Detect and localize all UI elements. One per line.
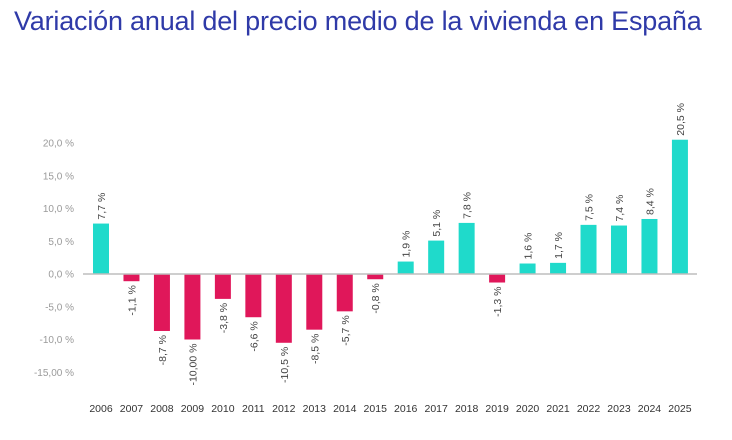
x-tick-label: 2017 bbox=[424, 403, 448, 415]
bar-2017 bbox=[428, 240, 445, 274]
data-label: -1,3 % bbox=[492, 287, 504, 317]
bar-2022 bbox=[580, 224, 597, 274]
x-tick-label: 2013 bbox=[303, 403, 327, 415]
bar-2025 bbox=[671, 139, 688, 274]
bar-2024 bbox=[641, 218, 658, 274]
y-tick-label: 0,0 % bbox=[48, 270, 74, 281]
y-tick-label: 20,0 % bbox=[43, 139, 74, 150]
x-tick-label: 2019 bbox=[485, 403, 509, 415]
data-label: 1,7 % bbox=[553, 232, 565, 259]
x-tick-label: 2008 bbox=[150, 403, 174, 415]
data-label: 7,5 % bbox=[584, 194, 596, 221]
data-label: -3,8 % bbox=[218, 303, 230, 333]
data-label: -8,5 % bbox=[309, 334, 321, 364]
data-label: 7,8 % bbox=[462, 192, 474, 219]
data-label: 5,1 % bbox=[431, 210, 443, 237]
data-label: -6,6 % bbox=[248, 321, 260, 351]
data-label: -8,7 % bbox=[157, 335, 169, 365]
x-tick-label: 2023 bbox=[607, 403, 631, 415]
bar-2009 bbox=[184, 274, 201, 340]
x-tick-label: 2018 bbox=[455, 403, 479, 415]
data-label: 7,4 % bbox=[614, 195, 626, 222]
x-tick-label: 2009 bbox=[181, 403, 205, 415]
x-tick-label: 2025 bbox=[668, 403, 692, 415]
bar-2011 bbox=[245, 274, 262, 318]
bar-2019 bbox=[489, 274, 506, 283]
y-tick-label: 15,0 % bbox=[43, 171, 74, 182]
data-label: 8,4 % bbox=[644, 188, 656, 215]
data-label: 1,6 % bbox=[523, 233, 535, 260]
y-tick-label: 10,0 % bbox=[43, 204, 74, 215]
data-label: -0,8 % bbox=[370, 283, 382, 313]
chart-title: Variación anual del precio medio de la v… bbox=[14, 6, 702, 36]
x-tick-label: 2014 bbox=[333, 403, 357, 415]
bar-2010 bbox=[214, 274, 231, 299]
y-tick-label: -10,0 % bbox=[40, 335, 75, 346]
bar-2018 bbox=[458, 222, 475, 274]
x-tick-label: 2021 bbox=[546, 403, 570, 415]
y-tick-label: -15,00 % bbox=[34, 368, 74, 379]
bar-2008 bbox=[153, 274, 170, 331]
data-label: -10,00 % bbox=[187, 344, 199, 386]
bar-2014 bbox=[336, 274, 353, 312]
data-label: 7,7 % bbox=[96, 193, 108, 220]
x-tick-label: 2011 bbox=[242, 403, 265, 415]
data-label: 1,9 % bbox=[401, 231, 413, 258]
bar-2006 bbox=[93, 223, 109, 274]
x-tick-label: 2015 bbox=[364, 403, 388, 415]
x-tick-label: 2006 bbox=[89, 403, 113, 415]
bar-2013 bbox=[306, 274, 323, 330]
bar-2023 bbox=[610, 225, 627, 274]
x-tick-label: 2022 bbox=[577, 403, 601, 415]
data-label: -10,5 % bbox=[279, 347, 291, 383]
x-tick-label: 2020 bbox=[516, 403, 540, 415]
data-label: 20,5 % bbox=[675, 103, 687, 136]
x-tick-label: 2010 bbox=[211, 403, 235, 415]
x-tick-label: 2012 bbox=[272, 403, 296, 415]
x-tick-label: 2024 bbox=[638, 403, 662, 415]
bar-2012 bbox=[275, 274, 292, 343]
x-tick-label: 2016 bbox=[394, 403, 418, 415]
bar-2016 bbox=[397, 261, 414, 274]
data-label: -1,1 % bbox=[126, 285, 138, 315]
bar-2020 bbox=[519, 263, 536, 274]
bar-2007 bbox=[123, 274, 140, 282]
bar-2021 bbox=[550, 262, 567, 274]
bar-2015 bbox=[367, 274, 384, 280]
x-tick-label: 2007 bbox=[120, 403, 144, 415]
data-label: -5,7 % bbox=[340, 315, 352, 345]
y-tick-label: -5,0 % bbox=[45, 302, 74, 313]
y-tick-label: 5,0 % bbox=[48, 237, 74, 248]
